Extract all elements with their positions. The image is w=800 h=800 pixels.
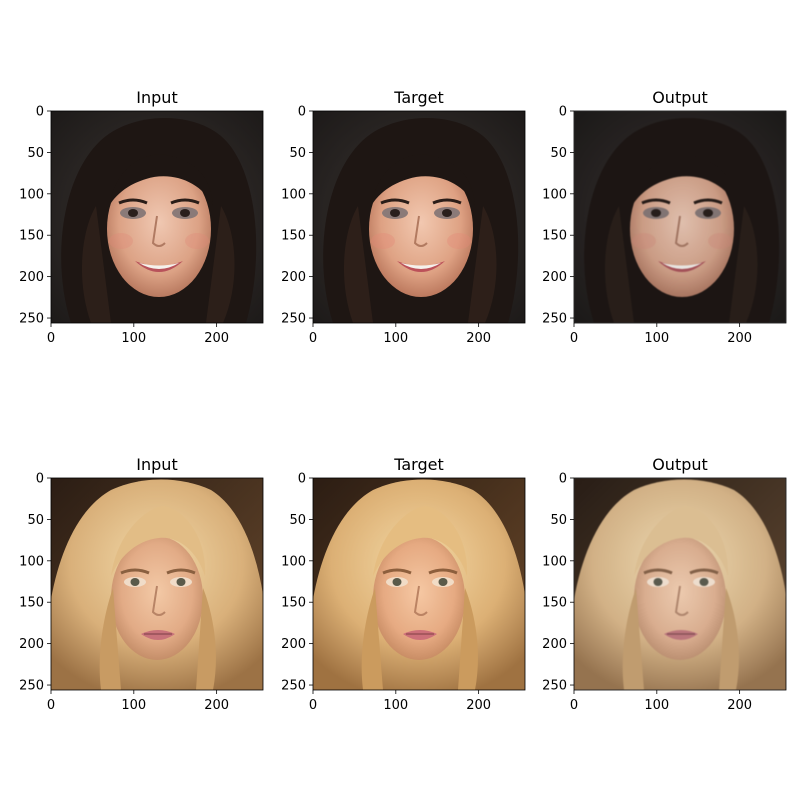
x-tick-label: 0 <box>570 698 578 713</box>
x-tick-label: 100 <box>383 331 408 346</box>
y-tick-label: 50 <box>289 146 306 161</box>
y-tick-label: 100 <box>542 554 567 569</box>
y-tick-label: 0 <box>559 105 567 120</box>
y-tick-label: 250 <box>281 679 306 694</box>
axes-frame <box>50 477 264 691</box>
y-tick-label: 200 <box>281 637 306 652</box>
y-tick-label: 200 <box>19 270 44 285</box>
y-tick-label: 250 <box>281 312 306 327</box>
y-tick-label: 200 <box>19 637 44 652</box>
axes-frame <box>312 110 526 324</box>
y-tick-label: 50 <box>289 513 306 528</box>
portrait-image <box>313 111 525 323</box>
y-tick-label: 200 <box>281 270 306 285</box>
x-tick-label: 100 <box>121 331 146 346</box>
portrait-image <box>574 478 786 690</box>
x-tick-label: 0 <box>47 331 55 346</box>
y-tick-label: 150 <box>19 229 44 244</box>
y-tick-label: 250 <box>542 312 567 327</box>
y-tick-label: 150 <box>542 229 567 244</box>
y-tick-label: 100 <box>281 187 306 202</box>
panel-title: Output <box>652 88 708 107</box>
y-tick-label: 150 <box>19 596 44 611</box>
panel-title: Output <box>652 455 708 474</box>
y-tick-label: 200 <box>542 637 567 652</box>
y-tick-label: 50 <box>27 146 44 161</box>
axes-frame <box>573 110 787 324</box>
y-tick-label: 0 <box>36 472 44 487</box>
portrait-image <box>51 478 263 690</box>
x-tick-label: 0 <box>309 331 317 346</box>
y-tick-label: 150 <box>542 596 567 611</box>
x-tick-label: 200 <box>727 331 752 346</box>
x-tick-label: 200 <box>727 698 752 713</box>
portrait-image <box>313 478 525 690</box>
panel-title: Target <box>393 88 444 107</box>
x-tick-label: 100 <box>644 331 669 346</box>
y-tick-label: 50 <box>550 513 567 528</box>
x-tick-label: 0 <box>47 698 55 713</box>
y-tick-label: 250 <box>19 679 44 694</box>
y-tick-label: 0 <box>298 105 306 120</box>
axes-frame <box>312 477 526 691</box>
y-tick-label: 0 <box>36 105 44 120</box>
axes-frame <box>50 110 264 324</box>
portrait-image <box>574 111 786 323</box>
x-tick-label: 200 <box>466 698 491 713</box>
y-tick-label: 50 <box>27 513 44 528</box>
x-tick-label: 100 <box>644 698 669 713</box>
y-tick-label: 200 <box>542 270 567 285</box>
panel-title: Target <box>393 455 444 474</box>
x-tick-label: 200 <box>204 331 229 346</box>
y-tick-label: 150 <box>281 229 306 244</box>
y-tick-label: 0 <box>559 472 567 487</box>
y-tick-label: 0 <box>298 472 306 487</box>
y-tick-label: 100 <box>19 554 44 569</box>
x-tick-label: 0 <box>309 698 317 713</box>
y-tick-label: 100 <box>281 554 306 569</box>
x-tick-label: 100 <box>383 698 408 713</box>
y-tick-label: 250 <box>542 679 567 694</box>
y-tick-label: 250 <box>19 312 44 327</box>
x-tick-label: 200 <box>466 331 491 346</box>
y-tick-label: 100 <box>19 187 44 202</box>
x-tick-label: 200 <box>204 698 229 713</box>
portrait-image <box>51 111 263 323</box>
axes-frame <box>573 477 787 691</box>
y-tick-label: 150 <box>281 596 306 611</box>
x-tick-label: 0 <box>570 331 578 346</box>
panel-title: Input <box>136 88 177 107</box>
panel-title: Input <box>136 455 177 474</box>
y-tick-label: 50 <box>550 146 567 161</box>
x-tick-label: 100 <box>121 698 146 713</box>
y-tick-label: 100 <box>542 187 567 202</box>
